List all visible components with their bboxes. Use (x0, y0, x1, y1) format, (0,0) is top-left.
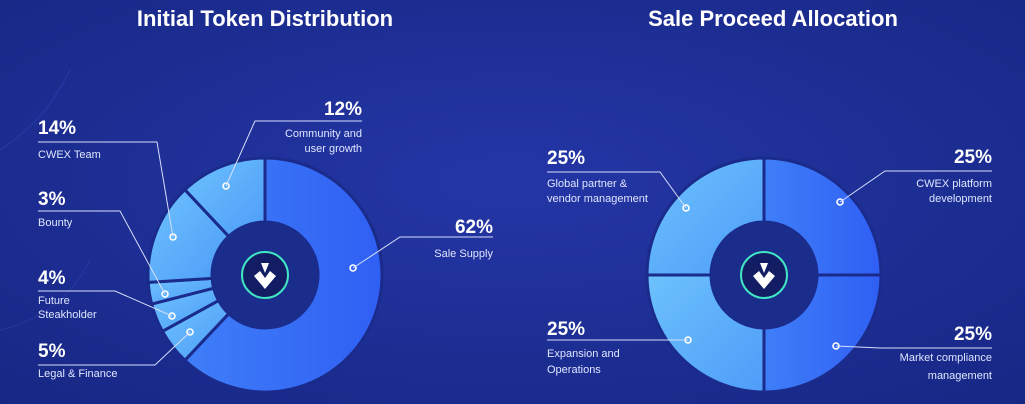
slice-label-expansion-line2: Operations (547, 364, 601, 376)
label-dot-global-partner-vendor-management (682, 204, 690, 212)
label-dot-bounty (161, 290, 169, 298)
label-dot-community-and-user-growth (222, 182, 230, 190)
slice-label-bounty: Bounty (38, 217, 73, 229)
slice-label-compliance-line1: Market compliance (900, 352, 992, 364)
label-dot-legal-finance (186, 328, 194, 336)
slice-pct-sale-supply: 62% (455, 217, 493, 238)
slice-label-future-line2: Steakholder (38, 309, 97, 321)
slice-label-platform-line1: CWEX platform (916, 178, 992, 190)
cwex-logo-icon (241, 251, 289, 299)
slice-pct-expansion: 25% (547, 319, 585, 340)
slice-pct-future-steakholder: 4% (38, 268, 66, 289)
slice-pct-cwex-team: 14% (38, 118, 76, 139)
leader-cwex-team (38, 141, 174, 238)
leader-bounty (38, 210, 166, 295)
slice-label-global-line2: vendor management (547, 193, 648, 205)
leader-community (225, 120, 362, 187)
slice-label-sale-supply: Sale Supply (434, 248, 493, 260)
proceed-labels: 25% CWEX platform development 25% Market… (547, 147, 992, 382)
slice-label-cwex-team: CWEX Team (38, 149, 101, 161)
slice-label-expansion-line1: Expansion and (547, 348, 620, 360)
slice-pct-compliance: 25% (954, 324, 992, 345)
leader-future (38, 290, 173, 317)
chart-title-token-distribution: Initial Token Distribution (137, 6, 393, 31)
label-dot-future-steakholder (168, 312, 176, 320)
slice-pct-bounty: 3% (38, 189, 66, 210)
leader-compliance (835, 345, 992, 349)
token-labels: 62% Sale Supply 5% Legal & Finance 4% Fu… (38, 99, 493, 380)
leader-platform (839, 170, 992, 203)
slice-pct-legal-finance: 5% (38, 341, 66, 362)
leader-global (547, 171, 687, 209)
slice-label-future-line1: Future (38, 295, 70, 307)
slice-label-legal-finance: Legal & Finance (38, 368, 118, 380)
slice-pct-platform: 25% (954, 147, 992, 168)
slice-pct-global-partner: 25% (547, 148, 585, 169)
chart-title-sale-proceed: Sale Proceed Allocation (648, 6, 898, 31)
leader-sale-supply (352, 236, 493, 269)
label-dot-cwex-platform-development (836, 198, 844, 206)
leader-lines (38, 120, 992, 366)
slice-label-compliance-line2: management (928, 370, 992, 382)
slice-pct-community: 12% (324, 99, 362, 120)
slice-label-community-line2: user growth (305, 143, 362, 155)
sale-proceed-donut (645, 156, 883, 394)
leader-legal-finance (38, 331, 191, 366)
cwex-logo-icon (740, 251, 788, 299)
slice-label-community-line1: Community and (285, 128, 362, 140)
token-distribution-donut (146, 156, 384, 394)
slice-label-global-line1: Global partner & (547, 178, 628, 190)
label-dot-sale-supply (349, 264, 357, 272)
slice-label-platform-line2: development (929, 193, 992, 205)
